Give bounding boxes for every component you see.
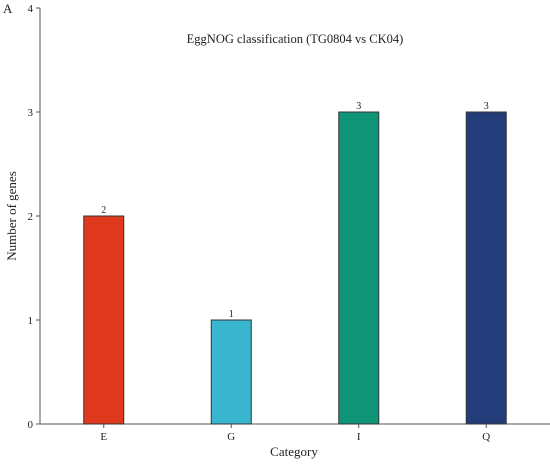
y-tick-label: 3 — [28, 107, 34, 119]
y-tick-label: 4 — [28, 3, 34, 15]
chart-title: EggNOG classification (TG0804 vs CK04) — [187, 32, 404, 46]
data-label-g: 1 — [229, 309, 234, 320]
x-axis-title: Category — [270, 444, 318, 459]
data-label-i: 3 — [356, 101, 361, 112]
bar-i — [339, 112, 379, 424]
x-tick-label-g: G — [227, 431, 235, 443]
y-axis-title: Number of genes — [4, 171, 19, 261]
x-tick-label-q: Q — [482, 431, 490, 443]
bar-g — [211, 320, 251, 424]
bar-q — [466, 112, 506, 424]
bar-e — [84, 216, 124, 424]
y-tick-label: 1 — [28, 315, 34, 327]
x-tick-label-i: I — [357, 431, 361, 443]
data-label-e: 2 — [101, 205, 106, 216]
y-tick-label: 0 — [28, 419, 34, 431]
data-label-q: 3 — [484, 101, 489, 112]
panel-letter: A — [3, 1, 13, 16]
x-tick-label-e: E — [100, 431, 107, 443]
y-tick-label: 2 — [28, 211, 34, 223]
plot-area: 0 1 2 3 4 2 E 1 G 3 I 3 Q — [28, 3, 550, 443]
